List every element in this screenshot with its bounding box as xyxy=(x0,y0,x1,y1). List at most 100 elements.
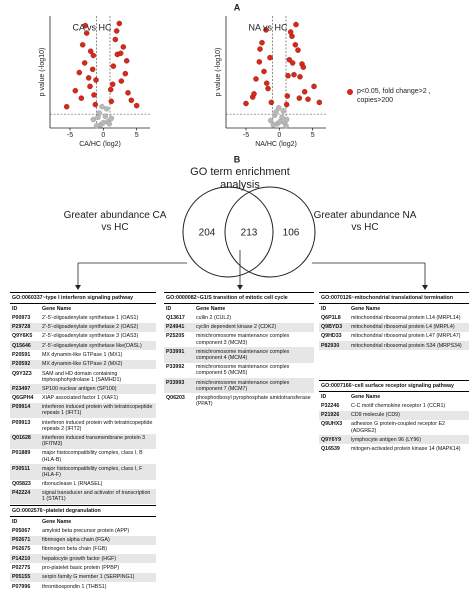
protein-id: P05155 xyxy=(12,574,31,581)
protein-id: P02671 xyxy=(12,537,31,544)
venn-label: Greater abundance NA vs HC xyxy=(313,210,417,233)
go-table: GO:0002576~platelet degranulation ID Gene … xyxy=(10,505,156,591)
table-row: P33992 minichromosome maintenance complex… xyxy=(164,363,314,378)
table-body: ID Gene Name P05067 amyloid beta precursor … xyxy=(10,517,156,591)
table-row: Q9Y3Z3 SAM and HD domain containing triph… xyxy=(10,369,156,384)
table-title: GO:0000082~G1/S transition of mitotic ce… xyxy=(164,292,314,305)
column-header: ID Gene Name xyxy=(319,304,469,314)
table-row: P33991 minichromosome maintenance complex… xyxy=(164,347,314,363)
table-body: ID Gene Name Q6P1L8 mitochondrial ribosomal… xyxy=(319,304,469,351)
column-name: Gene Name xyxy=(42,305,72,312)
point xyxy=(284,93,291,99)
protein-id: P07996 xyxy=(12,583,31,590)
x-axis-label: NA/HC (log2) xyxy=(255,141,297,148)
gene-name: SP100 nuclear antigen (SP100) xyxy=(42,385,117,392)
gene-name: signal transducer and activator of trans… xyxy=(42,490,151,503)
protein-id: P21926 xyxy=(321,412,340,419)
point xyxy=(87,48,94,54)
table-body: ID Gene Name P00973 2'-5'-oligoadenylate sy… xyxy=(10,304,156,505)
table-row: P05155 serpin family G member 1 (SERPING1… xyxy=(10,572,156,582)
point xyxy=(76,69,83,76)
y-axis-label: p value (-log10) xyxy=(39,48,46,97)
point xyxy=(63,103,70,110)
point xyxy=(89,66,96,73)
point xyxy=(102,113,109,120)
x-tick-label: 0 xyxy=(101,132,105,139)
protein-id: P30511 xyxy=(12,465,30,472)
gene-name: interferon induced protein with tetratri… xyxy=(42,419,153,432)
point xyxy=(112,36,119,43)
table-row: P01889 major histocompatibility complex, … xyxy=(10,449,156,464)
point xyxy=(122,70,129,77)
point xyxy=(117,50,124,57)
point xyxy=(289,60,296,66)
go-table: GO:0070126~mitochondrial translational t… xyxy=(319,292,469,351)
table-row: Q16539 mitogen-activated protein kinase 1… xyxy=(319,444,469,453)
point xyxy=(292,42,299,48)
venn-count: 213 xyxy=(241,228,258,239)
point xyxy=(251,91,257,97)
protein-id: P25205 xyxy=(166,333,185,340)
point xyxy=(263,27,269,33)
gene-name: 2'-5'-oligoadenylate synthetase 3 (OAS3) xyxy=(42,333,139,340)
column-id: ID xyxy=(321,305,327,312)
gene-name: adhesion G protein-coupled receptor E2 (… xyxy=(351,421,445,434)
gene-name: interferon induced transmembrane protein… xyxy=(42,435,146,448)
venn-circle xyxy=(224,186,316,278)
column-header: ID Gene Name xyxy=(319,392,469,402)
point xyxy=(133,102,140,109)
point xyxy=(108,98,115,105)
gene-name: lymphocyte antigen 96 (LY96) xyxy=(351,436,421,443)
table-row: Q05823 ribonuclease L (RNASEL) xyxy=(10,480,156,489)
point xyxy=(267,54,273,61)
protein-id: P05067 xyxy=(12,527,31,534)
gene-name: cullin 2 (CUL2) xyxy=(196,314,232,321)
gene-name: mitochondrial ribosomal protein L14 (MRP… xyxy=(351,314,461,321)
panel-label: A xyxy=(234,2,241,12)
gene-name: XIAP associated factor 1 (XAF1) xyxy=(42,395,119,402)
column-header: ID Gene Name xyxy=(10,517,156,527)
table-row: P33993 minichromosome maintenance complex… xyxy=(164,377,314,394)
point xyxy=(99,103,105,110)
point xyxy=(91,92,97,98)
gene-name: 2'-5'-oligoadenylate synthetase 1 (OAS1) xyxy=(42,314,139,321)
column-header: ID Gene Name xyxy=(164,304,314,314)
protein-id: Q05823 xyxy=(12,481,31,488)
legend-label: p<0.05, fold change>2 , copies>200 xyxy=(357,88,431,105)
point xyxy=(283,116,290,123)
gene-name: major histocompatibility complex, class … xyxy=(42,450,143,463)
x-tick-label: -5 xyxy=(243,132,249,139)
protein-id: Q9UHX3 xyxy=(321,421,343,428)
gene-name: phosphoribosyl pyrophosphate amidotransf… xyxy=(196,394,311,407)
protein-id: P20592 xyxy=(12,361,31,368)
point xyxy=(110,63,117,69)
legend-marker xyxy=(347,89,353,95)
column-name: Gene Name xyxy=(196,305,226,312)
protein-id: P42224 xyxy=(12,490,31,497)
protein-id: P20591 xyxy=(12,352,31,358)
go-table: GO:0060337~type I interferon signaling p… xyxy=(10,292,156,505)
point xyxy=(273,109,279,115)
table-row: P32246 C-C motif chemokine receptor 1 (CC… xyxy=(319,401,469,410)
point xyxy=(283,123,289,129)
point xyxy=(265,85,271,92)
protein-id: P32246 xyxy=(321,402,340,409)
go-table: GO:0007166~cell surface receptor signali… xyxy=(319,380,469,454)
point xyxy=(253,76,259,82)
point xyxy=(305,96,311,102)
point xyxy=(120,44,127,50)
table-title: GO:0070126~mitochondrial translational t… xyxy=(319,292,469,305)
table-row: Q9Y6K5 2'-5'-oligoadenylate synthetase 3 … xyxy=(10,332,156,341)
venn-count: 106 xyxy=(283,228,300,239)
point xyxy=(107,86,114,93)
protein-id: Q13617 xyxy=(166,314,185,321)
table-row: Q15646 2'-5'-oligoadenylate synthetase li… xyxy=(10,341,156,351)
venn-count: 204 xyxy=(199,228,216,239)
protein-id: P00973 xyxy=(12,314,31,321)
gene-name: MX dynamin-like GTPase 1 (MX1) xyxy=(42,352,123,358)
table-row: Q6GPH4 XIAP associated factor 1 (XAF1) xyxy=(10,394,156,403)
table-row: P30511 major histocompatibility complex, … xyxy=(10,464,156,480)
x-tick-label: 5 xyxy=(135,132,139,139)
table-row: P29728 2'-5'-oligoadenylate synthetase 2 … xyxy=(10,322,156,332)
protein-id: P33993 xyxy=(166,379,185,386)
